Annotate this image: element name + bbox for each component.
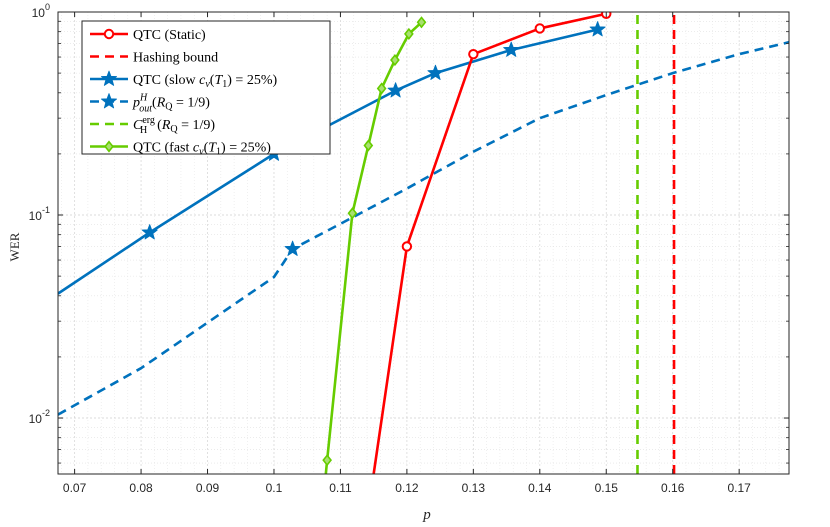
x-tick-label: 0.15 bbox=[595, 481, 619, 495]
marker-qtc-slow bbox=[503, 41, 520, 57]
marker-qtc-static bbox=[468, 48, 479, 60]
marker-qtc-static bbox=[401, 241, 413, 252]
y-tick-label: 100 bbox=[32, 2, 50, 20]
legend-box bbox=[81, 20, 331, 155]
marker-qtc-slow bbox=[387, 82, 404, 98]
marker-qtc-slow bbox=[141, 224, 158, 240]
x-tick-label: 0.09 bbox=[196, 481, 220, 495]
x-tick-label: 0.12 bbox=[395, 481, 419, 495]
marker-qtc-slow bbox=[589, 21, 606, 37]
x-tick-label: 0.14 bbox=[528, 481, 552, 495]
x-tick-label: 0.08 bbox=[129, 481, 153, 495]
marker-qtc-fast bbox=[347, 207, 358, 220]
marker-p-out bbox=[284, 240, 301, 256]
legend-marker-qtc-static bbox=[103, 28, 115, 40]
x-axis-label: p bbox=[422, 507, 431, 523]
y-axis-label: WER bbox=[7, 232, 22, 261]
legend-label-qtc-static: QTC (Static) bbox=[133, 28, 206, 43]
legend-label-qtc-fast: QTC (fast cv(T1) = 25%) bbox=[133, 141, 271, 158]
x-tick-label: 0.1 bbox=[266, 481, 283, 495]
marker-qtc-fast bbox=[376, 82, 387, 95]
y-tick-label: 10-2 bbox=[29, 408, 50, 426]
x-tick-label: 0.17 bbox=[727, 481, 751, 495]
legend-label-p-out: pH out(RQ = 1/9) bbox=[132, 93, 210, 115]
x-tick-label: 0.07 bbox=[63, 481, 87, 495]
marker-qtc-fast bbox=[404, 27, 414, 40]
axes-layer bbox=[57, 11, 790, 475]
marker-qtc-fast bbox=[390, 53, 400, 67]
marker-qtc-fast bbox=[322, 454, 333, 467]
legend-label-qtc-slow: QTC (slow cv(T1) = 25%) bbox=[133, 73, 277, 90]
ticks-layer: 0.07 0.08 0.09 0.1 0.11 0.12 0.13 0.14 0.15 0.16 0… bbox=[29, 2, 752, 495]
marker-qtc-fast bbox=[416, 16, 427, 29]
series-layer bbox=[58, 12, 789, 474]
x-tick-label: 0.16 bbox=[661, 481, 685, 495]
x-tick-label: 0.13 bbox=[462, 481, 486, 495]
series-line-qtc-fast bbox=[324, 21, 423, 474]
series-line-p-out bbox=[58, 40, 789, 416]
legend: QTC (Static) Hashing bound QTC (slow cv(T1… bbox=[81, 20, 331, 158]
legend-marker-p-out bbox=[100, 93, 118, 109]
legend-marker-qtc-slow bbox=[100, 70, 118, 86]
marker-qtc-slow bbox=[427, 64, 444, 80]
legend-marker-qtc-fast bbox=[104, 140, 114, 153]
y-tick-label: 10-1 bbox=[29, 205, 50, 223]
x-tick-label: 0.11 bbox=[329, 481, 352, 495]
legend-label-c-erg: Cerg H (RQ = 1/9) bbox=[133, 115, 215, 136]
marker-qtc-static bbox=[534, 23, 545, 34]
grid-layer bbox=[58, 11, 789, 474]
marker-qtc-fast bbox=[363, 139, 374, 152]
legend-label-hashing-bound: Hashing bound bbox=[133, 51, 218, 66]
plot-frame bbox=[57, 11, 790, 475]
